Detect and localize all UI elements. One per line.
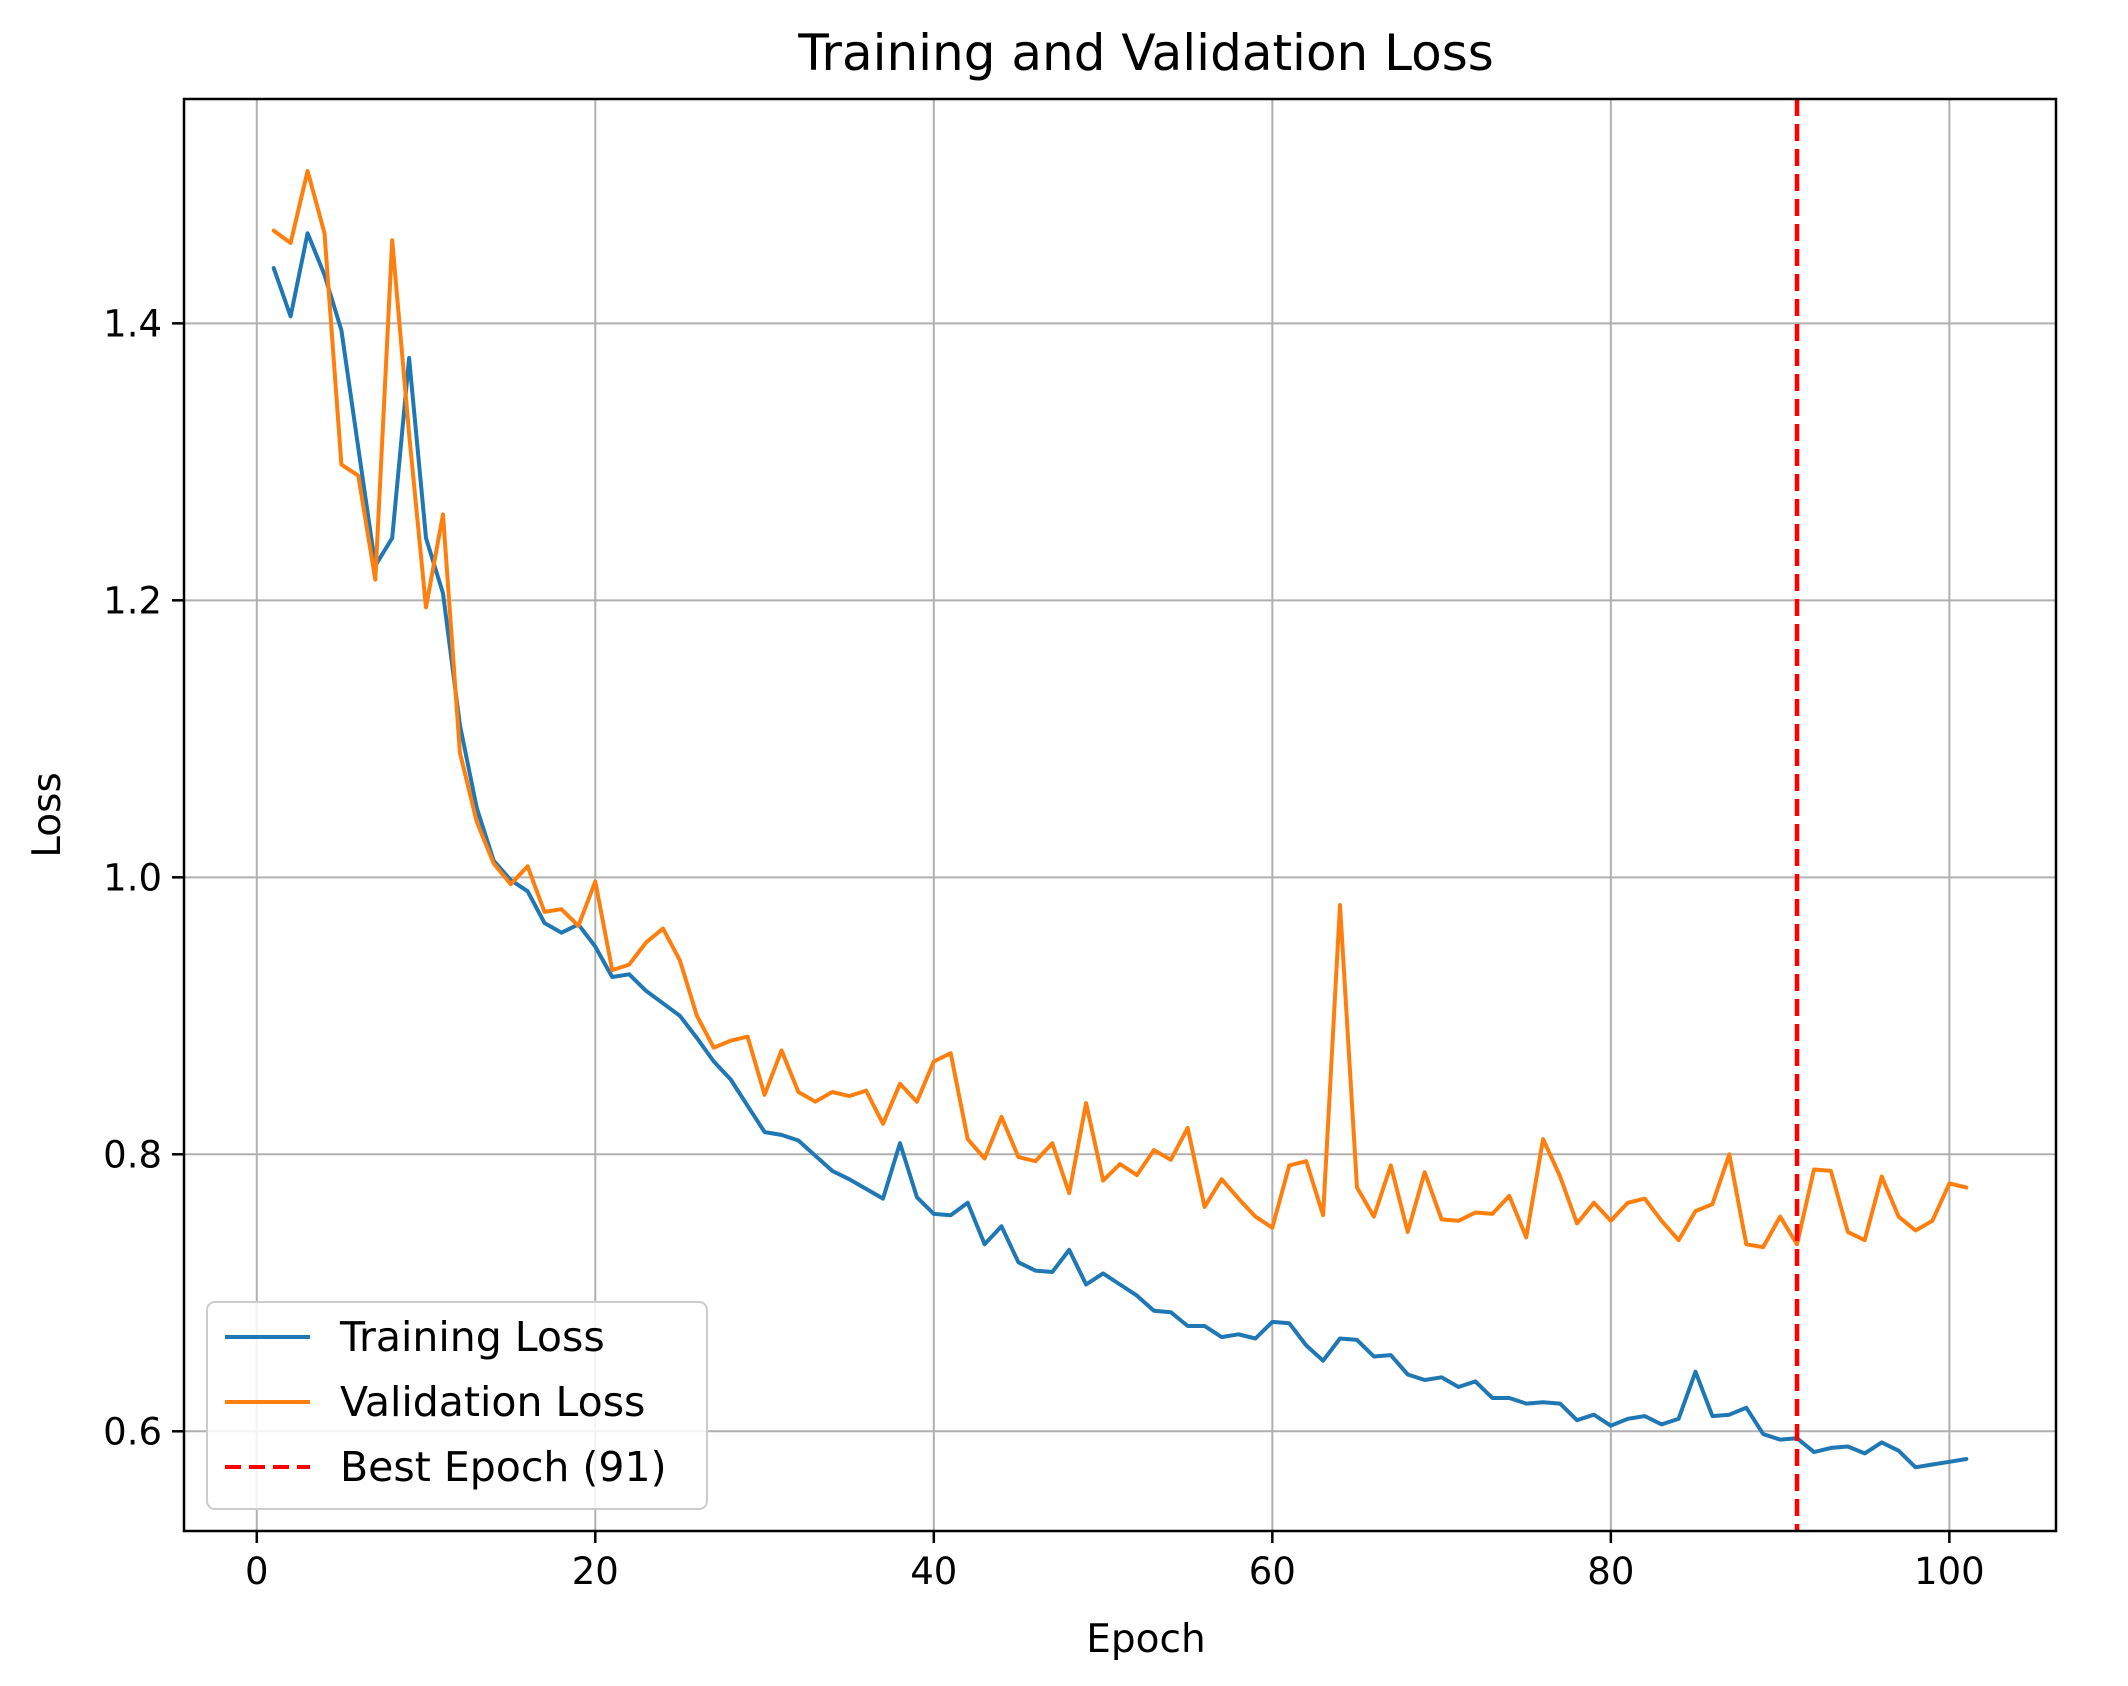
y-tick-label: 0.8 [103, 1133, 162, 1176]
series-line-validation-loss [271, 169, 1969, 1250]
y-tick-label: 0.6 [103, 1410, 162, 1453]
legend-box [206, 1301, 708, 1510]
legend: Training Loss Validation Loss Best Epoch… [206, 1301, 708, 1510]
y-tick-label: 1.4 [103, 302, 162, 345]
y-tick-label: 1.2 [103, 579, 162, 622]
x-tick-label: 80 [1587, 1550, 1634, 1593]
legend-label-training-loss: Training Loss [339, 1313, 605, 1361]
series-line-training-loss [271, 231, 1969, 1470]
plot-frame [182, 97, 2058, 1533]
x-tick-label: 20 [572, 1550, 619, 1593]
y-tick-label: 1.0 [103, 856, 162, 899]
series-layer [271, 169, 1969, 1470]
x-tick-label: 60 [1249, 1550, 1296, 1593]
legend-label-best-epoch: Best Epoch (91) [340, 1443, 667, 1491]
x-tick-label: 100 [1914, 1550, 1985, 1593]
x-tick-label: 0 [245, 1550, 269, 1593]
chart-title: Training and Validation Loss [797, 24, 1494, 82]
y-axis-title: Loss [25, 772, 70, 858]
legend-label-validation-loss: Validation Loss [340, 1378, 645, 1426]
tick-layer: 0 20 40 60 80 100 0.6 0.8 1.0 1.2 1.4 [103, 302, 1985, 1593]
x-tick-label: 40 [910, 1550, 957, 1593]
grid-layer [184, 99, 2056, 1531]
x-axis-title: Epoch [1086, 1617, 1205, 1662]
